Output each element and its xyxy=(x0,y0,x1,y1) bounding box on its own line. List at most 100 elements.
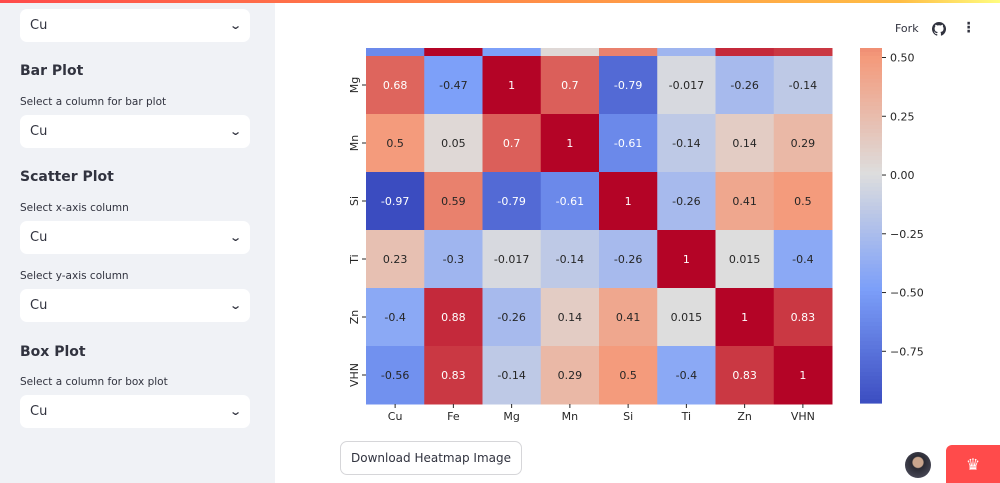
colorbar-segment xyxy=(860,229,882,234)
select-value: Cu xyxy=(30,18,48,33)
github-icon[interactable] xyxy=(932,22,946,36)
cell-value-label: 0.83 xyxy=(791,311,816,324)
cell-value-label: -0.26 xyxy=(614,253,642,266)
cell-value-label: -0.56 xyxy=(381,369,409,382)
colorbar-segment xyxy=(860,171,882,176)
colorbar-segment xyxy=(860,48,882,53)
colorbar-segment xyxy=(860,194,882,200)
heatmap-cell xyxy=(482,56,542,115)
heatmap-cell xyxy=(366,230,425,289)
top-column-select[interactable]: Cu ⌄ xyxy=(20,9,250,42)
colorbar-segment xyxy=(860,102,882,107)
colorbar-segment xyxy=(860,252,882,257)
colorbar-segment xyxy=(860,71,882,76)
colorbar-segment xyxy=(860,163,882,169)
chevron-down-icon: ⌄ xyxy=(228,405,242,418)
y-tick-label: Mn xyxy=(348,135,361,151)
colorbar-segment xyxy=(860,291,882,296)
colorbar-segment xyxy=(860,379,882,385)
fork-button[interactable]: Fork xyxy=(895,22,919,35)
colorbar-segment xyxy=(860,221,882,227)
colorbar-tick-label: −0.75 xyxy=(890,345,924,358)
scatter-plot-heading: Scatter Plot xyxy=(20,169,114,185)
cell-value-label: 1 xyxy=(566,137,573,150)
x-tick-label: VHN xyxy=(791,410,815,423)
cell-value-label: -0.14 xyxy=(672,137,700,150)
kebab-menu-icon[interactable]: · · · xyxy=(966,16,972,40)
colorbar-segment xyxy=(860,132,882,138)
colorbar-segment xyxy=(860,287,882,292)
streamlit-badge[interactable]: ♛ xyxy=(946,445,1000,483)
cell-value-label: 1 xyxy=(741,311,748,324)
select-value: Cu xyxy=(30,404,48,419)
crown-icon: ♛ xyxy=(965,454,981,474)
scatter-y-select[interactable]: Cu ⌄ xyxy=(20,289,250,322)
colorbar-segment xyxy=(860,140,882,146)
colorbar-segment xyxy=(860,395,882,400)
colorbar-segment xyxy=(860,283,882,288)
cell-value-label: -0.61 xyxy=(556,195,584,208)
heatmap-cell xyxy=(424,172,483,231)
avatar[interactable] xyxy=(905,452,931,478)
cell-value-label: -0.47 xyxy=(439,79,467,92)
cell-value-label: 0.59 xyxy=(441,195,466,208)
heatmap-cell xyxy=(424,114,483,173)
colorbar-segment xyxy=(860,391,882,396)
cell-value-label: 0.14 xyxy=(558,311,583,324)
colorbar-segment xyxy=(860,321,882,327)
cell-value-label: -0.4 xyxy=(676,369,697,382)
colorbar-segment xyxy=(860,256,882,261)
heatmap-cell xyxy=(773,288,833,347)
colorbar-segment xyxy=(860,125,882,130)
cell-value-label: 0.41 xyxy=(616,311,641,324)
colorbar-segment xyxy=(860,225,882,230)
colorbar-tick-label: 0.25 xyxy=(890,110,915,123)
cell-value-label: -0.26 xyxy=(497,311,525,324)
cell-value-label: -0.017 xyxy=(669,79,704,92)
colorbar-segment xyxy=(860,86,882,92)
heatmap-cell xyxy=(599,172,658,231)
heatmap-cell xyxy=(424,230,483,289)
box-plot-select[interactable]: Cu ⌄ xyxy=(20,395,250,428)
colorbar-segment xyxy=(860,341,882,346)
colorbar-segment xyxy=(860,302,882,308)
colorbar-segment xyxy=(860,298,882,304)
heatmap-cell xyxy=(482,230,542,289)
cell-value-label: -0.26 xyxy=(672,195,700,208)
heatmap-cell xyxy=(657,346,716,405)
colorbar-segment xyxy=(860,233,882,238)
cell-value-label: 0.29 xyxy=(791,137,816,150)
colorbar-segment xyxy=(860,264,882,269)
colorbar-segment xyxy=(860,152,882,157)
cell-value-label: 0.7 xyxy=(503,137,521,150)
colorbar-segment xyxy=(860,129,882,134)
heatmap-cell xyxy=(657,48,716,57)
scatter-x-select[interactable]: Cu ⌄ xyxy=(20,221,250,254)
cell-value-label: -0.14 xyxy=(497,369,525,382)
heatmap-cell xyxy=(657,230,716,289)
colorbar-segment xyxy=(860,156,882,161)
colorbar-segment xyxy=(860,82,882,88)
select-value: Cu xyxy=(30,298,48,313)
bar-plot-select[interactable]: Cu ⌄ xyxy=(20,115,250,148)
colorbar-segment xyxy=(860,175,882,180)
cell-value-label: 0.83 xyxy=(441,369,466,382)
colorbar-segment xyxy=(860,271,882,277)
heatmap-cell xyxy=(424,288,483,347)
cell-value-label: 0.14 xyxy=(732,137,757,150)
heatmap-cell xyxy=(540,56,600,115)
heatmap-cell xyxy=(773,230,833,289)
heatmap-cell xyxy=(366,114,425,173)
colorbar-segment xyxy=(860,267,882,273)
box-plot-label: Select a column for box plot xyxy=(20,376,168,388)
heatmap-cell xyxy=(773,346,833,405)
colorbar-segment xyxy=(860,348,882,354)
colorbar-segment xyxy=(860,217,882,223)
heatmap-cell xyxy=(599,56,658,115)
heatmap-cell xyxy=(424,346,483,405)
download-heatmap-button[interactable]: Download Heatmap Image xyxy=(340,441,522,475)
colorbar-segment xyxy=(860,356,882,362)
colorbar-segment xyxy=(860,113,882,119)
colorbar-segment xyxy=(860,337,882,342)
cell-value-label: 0.88 xyxy=(441,311,466,324)
